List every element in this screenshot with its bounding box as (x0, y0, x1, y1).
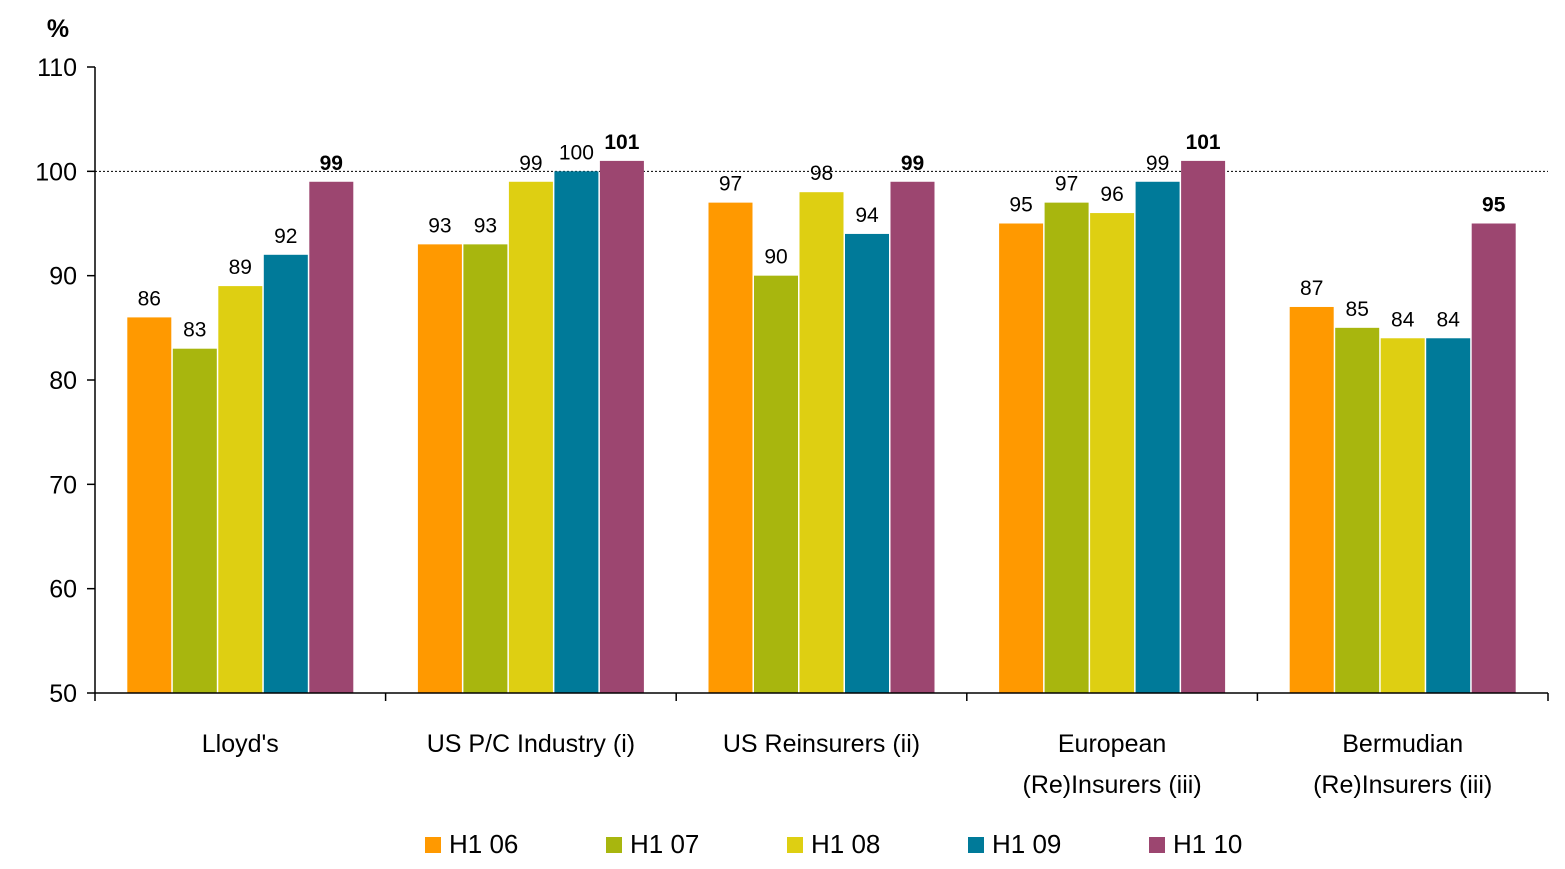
data-label: 99 (320, 152, 343, 175)
y-tick-label: 70 (49, 471, 77, 499)
data-label: 95 (1482, 194, 1506, 217)
legend-swatch (425, 837, 441, 853)
data-label: 87 (1300, 277, 1323, 300)
data-label: 93 (474, 214, 497, 237)
bar-h1-06 (127, 317, 172, 693)
data-label: 90 (764, 246, 787, 269)
bar-h1-09 (263, 254, 308, 694)
data-label: 99 (1146, 152, 1169, 175)
data-label: 83 (183, 319, 206, 342)
bar-h1-08 (799, 192, 844, 693)
bar-h1-08 (508, 181, 553, 693)
legend-label: H1 07 (630, 829, 699, 859)
legend-label: H1 08 (811, 829, 880, 859)
bar-h1-07 (754, 275, 798, 693)
bar-h1-10 (309, 181, 354, 693)
category-label: US P/C Industry (i) (427, 730, 635, 758)
bar-h1-06 (708, 202, 753, 693)
legend-swatch (1149, 837, 1165, 853)
bar-h1-10 (1471, 223, 1516, 693)
legend-swatch (606, 837, 622, 853)
bar-h1-10 (1181, 160, 1226, 693)
data-label: 101 (1186, 131, 1221, 154)
bar-h1-06 (999, 223, 1044, 693)
category-label: (Re)Insurers (iii) (1313, 771, 1492, 799)
bar-h1-09 (554, 171, 599, 694)
data-label: 93 (428, 214, 451, 237)
data-label: 86 (138, 287, 161, 310)
data-label: 89 (229, 256, 252, 279)
bar-h1-09 (1426, 338, 1471, 693)
bar-h1-06 (1289, 306, 1334, 693)
data-label: 94 (855, 204, 879, 227)
y-tick-label: 90 (49, 263, 77, 291)
bar-h1-10 (890, 181, 935, 693)
category-label: Lloyd's (202, 730, 279, 758)
data-label: 99 (901, 152, 924, 175)
legend-swatch (968, 837, 984, 853)
legend-label: H1 06 (449, 829, 518, 859)
data-label: 97 (719, 173, 742, 196)
data-label: 84 (1391, 308, 1415, 331)
data-label: 84 (1437, 308, 1461, 331)
axes: 50 60 70 80 90 100 110% (35, 15, 1549, 708)
legend-label: H1 09 (992, 829, 1061, 859)
legend-label: H1 10 (1173, 829, 1242, 859)
data-label: 100 (559, 141, 594, 164)
data-label: 97 (1055, 173, 1078, 196)
data-label: 98 (810, 162, 833, 185)
y-tick-label: 100 (35, 158, 77, 186)
y-tick-label: 80 (49, 367, 77, 395)
y-axis-unit: % (47, 15, 69, 43)
bar-h1-07 (1044, 202, 1089, 693)
category-labels: Lloyd's US P/C Industry (i) US Reinsurers … (202, 730, 1493, 799)
bar-h1-07 (1335, 327, 1380, 693)
bar-h1-08 (1090, 213, 1135, 694)
category-label: Bermudian (1342, 730, 1463, 758)
data-label: 85 (1346, 298, 1369, 321)
y-tick-label: 110 (37, 54, 77, 82)
data-label: 92 (274, 225, 297, 248)
data-label: 95 (1009, 194, 1032, 217)
category-label: US Reinsurers (ii) (723, 730, 920, 758)
y-tick-label: 60 (49, 576, 77, 604)
bars (127, 160, 1516, 694)
bar-h1-10 (599, 160, 644, 693)
data-label: 99 (519, 152, 542, 175)
category-label: European (1058, 730, 1166, 758)
bar-h1-07 (172, 348, 217, 693)
bar-h1-08 (218, 286, 263, 693)
bar-h1-09 (845, 233, 889, 693)
legend-swatch (787, 837, 803, 853)
bar-h1-09 (1135, 181, 1180, 693)
category-label: (Re)Insurers (iii) (1023, 771, 1202, 799)
bar-h1-06 (417, 244, 462, 693)
legend: H1 06 H1 07 H1 08 H1 09 H1 10 (425, 829, 1242, 859)
data-labels: 86 83 89 92 99 93 93 99 100 101 97 90 98 94 99 95 97 96 99… (138, 131, 1506, 342)
data-label: 101 (604, 131, 639, 154)
y-tick-label: 50 (49, 680, 77, 708)
bar-h1-07 (463, 244, 508, 693)
data-label: 96 (1100, 183, 1123, 206)
bar-h1-08 (1380, 338, 1425, 693)
